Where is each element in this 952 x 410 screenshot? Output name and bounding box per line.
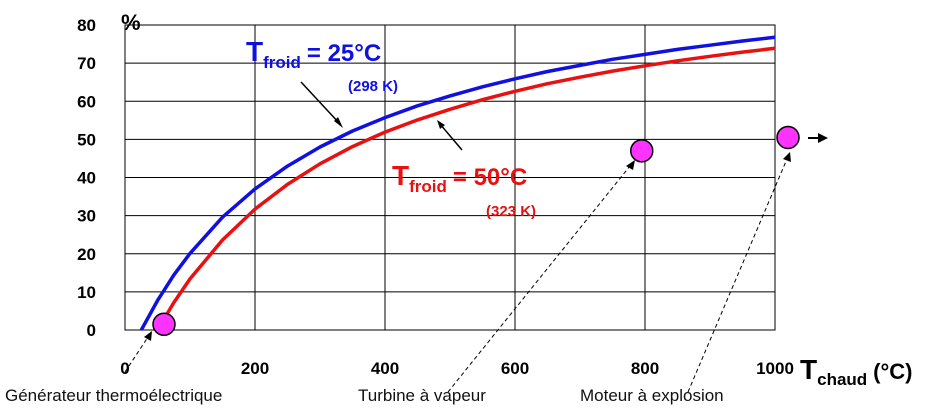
point-moteur xyxy=(776,125,800,150)
x-axis-label: Tchaud (°C) xyxy=(800,354,913,389)
red-series-kelvin: (323 K) xyxy=(486,203,537,220)
x-axis-label-main: T xyxy=(800,354,818,385)
y-tick-label: 60 xyxy=(77,92,96,111)
y-tick-label: 80 xyxy=(77,16,96,35)
moteur-continuation-head xyxy=(818,133,828,143)
x-axis-label-unit: (°C) xyxy=(873,359,913,384)
y-tick-label: 40 xyxy=(77,169,96,188)
red-label-value: = 50°C xyxy=(452,164,528,191)
device-points xyxy=(152,125,800,337)
series-line-25c xyxy=(139,35,776,331)
blue-label-sub: froid xyxy=(263,53,301,72)
blue-label-main: T xyxy=(246,36,264,67)
x-tick-label: 800 xyxy=(631,359,659,378)
y-tick-labels: 0 10 20 30 40 50 60 70 80 xyxy=(77,16,96,340)
blue-label-value: = 25°C xyxy=(306,40,382,67)
blue-series-kelvin: (298 K) xyxy=(348,78,399,95)
label-turbine: Turbine à vapeur xyxy=(358,386,486,405)
red-arrowhead xyxy=(437,120,445,129)
y-tick-label: 0 xyxy=(87,321,96,340)
y-tick-label: 20 xyxy=(77,245,96,264)
annotation-arrows xyxy=(124,81,828,393)
red-label-sub: froid xyxy=(409,177,447,196)
red-series-label: Tfroid = 50°C xyxy=(392,160,528,196)
x-tick-labels: 0 200 400 600 800 1000 xyxy=(120,359,794,378)
plot-frame xyxy=(124,24,776,331)
arrowhead-generateur xyxy=(144,331,152,341)
y-tick-label: 70 xyxy=(77,54,96,73)
arrowhead-moteur xyxy=(783,152,791,162)
point-turbine xyxy=(630,139,654,163)
series-lines xyxy=(139,35,776,331)
y-tick-label: 10 xyxy=(77,283,96,302)
blue-arrowhead xyxy=(334,117,343,128)
y-tick-label: 50 xyxy=(77,130,96,149)
y-axis-label: % xyxy=(121,10,141,35)
red-label-arrow xyxy=(439,123,463,151)
arrowhead-turbine xyxy=(626,160,635,170)
blue-label-arrow xyxy=(300,81,341,125)
x-tick-label: 0 xyxy=(120,359,129,378)
label-moteur: Moteur à explosion xyxy=(580,386,724,405)
red-label-main: T xyxy=(392,160,410,191)
pointer-turbine xyxy=(447,165,631,393)
series-line-50c xyxy=(155,46,776,331)
point-generateur xyxy=(152,312,176,337)
x-tick-label: 400 xyxy=(371,359,399,378)
y-tick-label: 30 xyxy=(77,207,96,226)
x-axis-label-sub: chaud xyxy=(817,370,868,389)
x-tick-label: 600 xyxy=(501,359,529,378)
blue-series-label: Tfroid = 25°C xyxy=(246,36,382,72)
x-tick-label: 1000 xyxy=(756,359,794,378)
pointer-moteur xyxy=(687,158,788,393)
label-generateur: Générateur thermoélectrique xyxy=(5,386,223,405)
x-tick-label: 200 xyxy=(241,359,269,378)
